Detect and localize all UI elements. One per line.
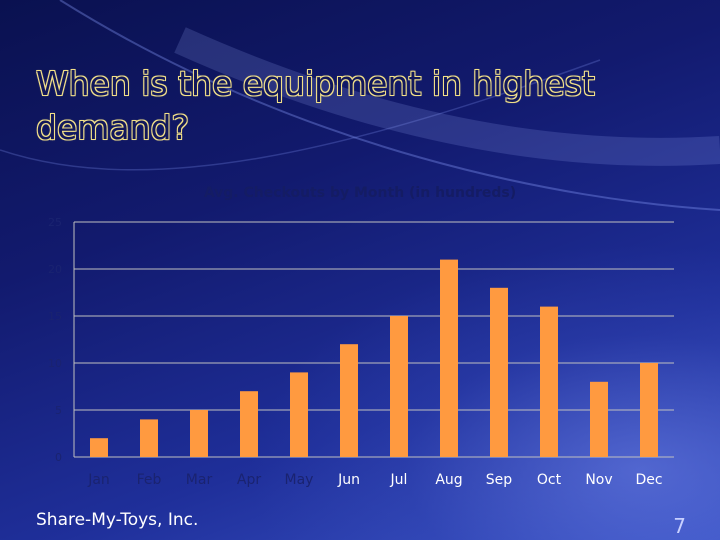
bar-jul xyxy=(390,316,408,457)
x-tick-label: Jun xyxy=(337,472,360,488)
y-tick-label: 15 xyxy=(48,310,62,323)
page-number: 7 xyxy=(673,514,686,538)
bar-dec xyxy=(640,363,658,457)
chart-title: Avg. Checkouts by Month (in hundreds) xyxy=(204,185,516,201)
y-tick-label: 20 xyxy=(48,263,62,276)
x-tick-label: Dec xyxy=(635,472,662,488)
x-tick-label: Mar xyxy=(186,472,213,488)
x-tick-label: May xyxy=(285,472,314,488)
x-tick-label: Apr xyxy=(237,472,261,488)
bar-mar xyxy=(190,410,208,457)
x-tick-labels: Jan Feb Mar Apr May Jun Jul Aug Sep Oct Nov Dec xyxy=(87,472,662,488)
bar-oct xyxy=(540,306,558,457)
x-tick-label: Feb xyxy=(137,472,162,488)
y-tick-label: 5 xyxy=(55,404,62,417)
bar-feb xyxy=(140,419,158,457)
y-tick-label: 10 xyxy=(48,357,62,370)
company-footer: Share-My-Toys, Inc. xyxy=(36,510,199,530)
x-tick-label: Nov xyxy=(585,472,612,488)
y-tick-labels: 0 5 10 15 20 25 xyxy=(48,216,62,464)
y-tick-label: 25 xyxy=(48,216,62,229)
bar-aug xyxy=(440,259,458,457)
bar-may xyxy=(290,372,308,457)
slide-title: When is the equipment in highest demand? xyxy=(36,64,595,147)
chart-gridlines xyxy=(74,221,674,411)
bar-jan xyxy=(90,438,108,457)
y-tick-label: 0 xyxy=(55,451,62,464)
x-tick-label: Oct xyxy=(537,472,562,488)
chart-bars xyxy=(90,259,658,457)
bar-apr xyxy=(240,391,258,457)
bar-sep xyxy=(490,287,508,457)
x-tick-label: Sep xyxy=(486,472,513,488)
x-tick-label: Jan xyxy=(87,472,110,488)
x-tick-label: Aug xyxy=(435,472,462,488)
bar-jun xyxy=(340,344,358,457)
x-tick-label: Jul xyxy=(390,472,408,488)
bar-nov xyxy=(590,381,608,457)
